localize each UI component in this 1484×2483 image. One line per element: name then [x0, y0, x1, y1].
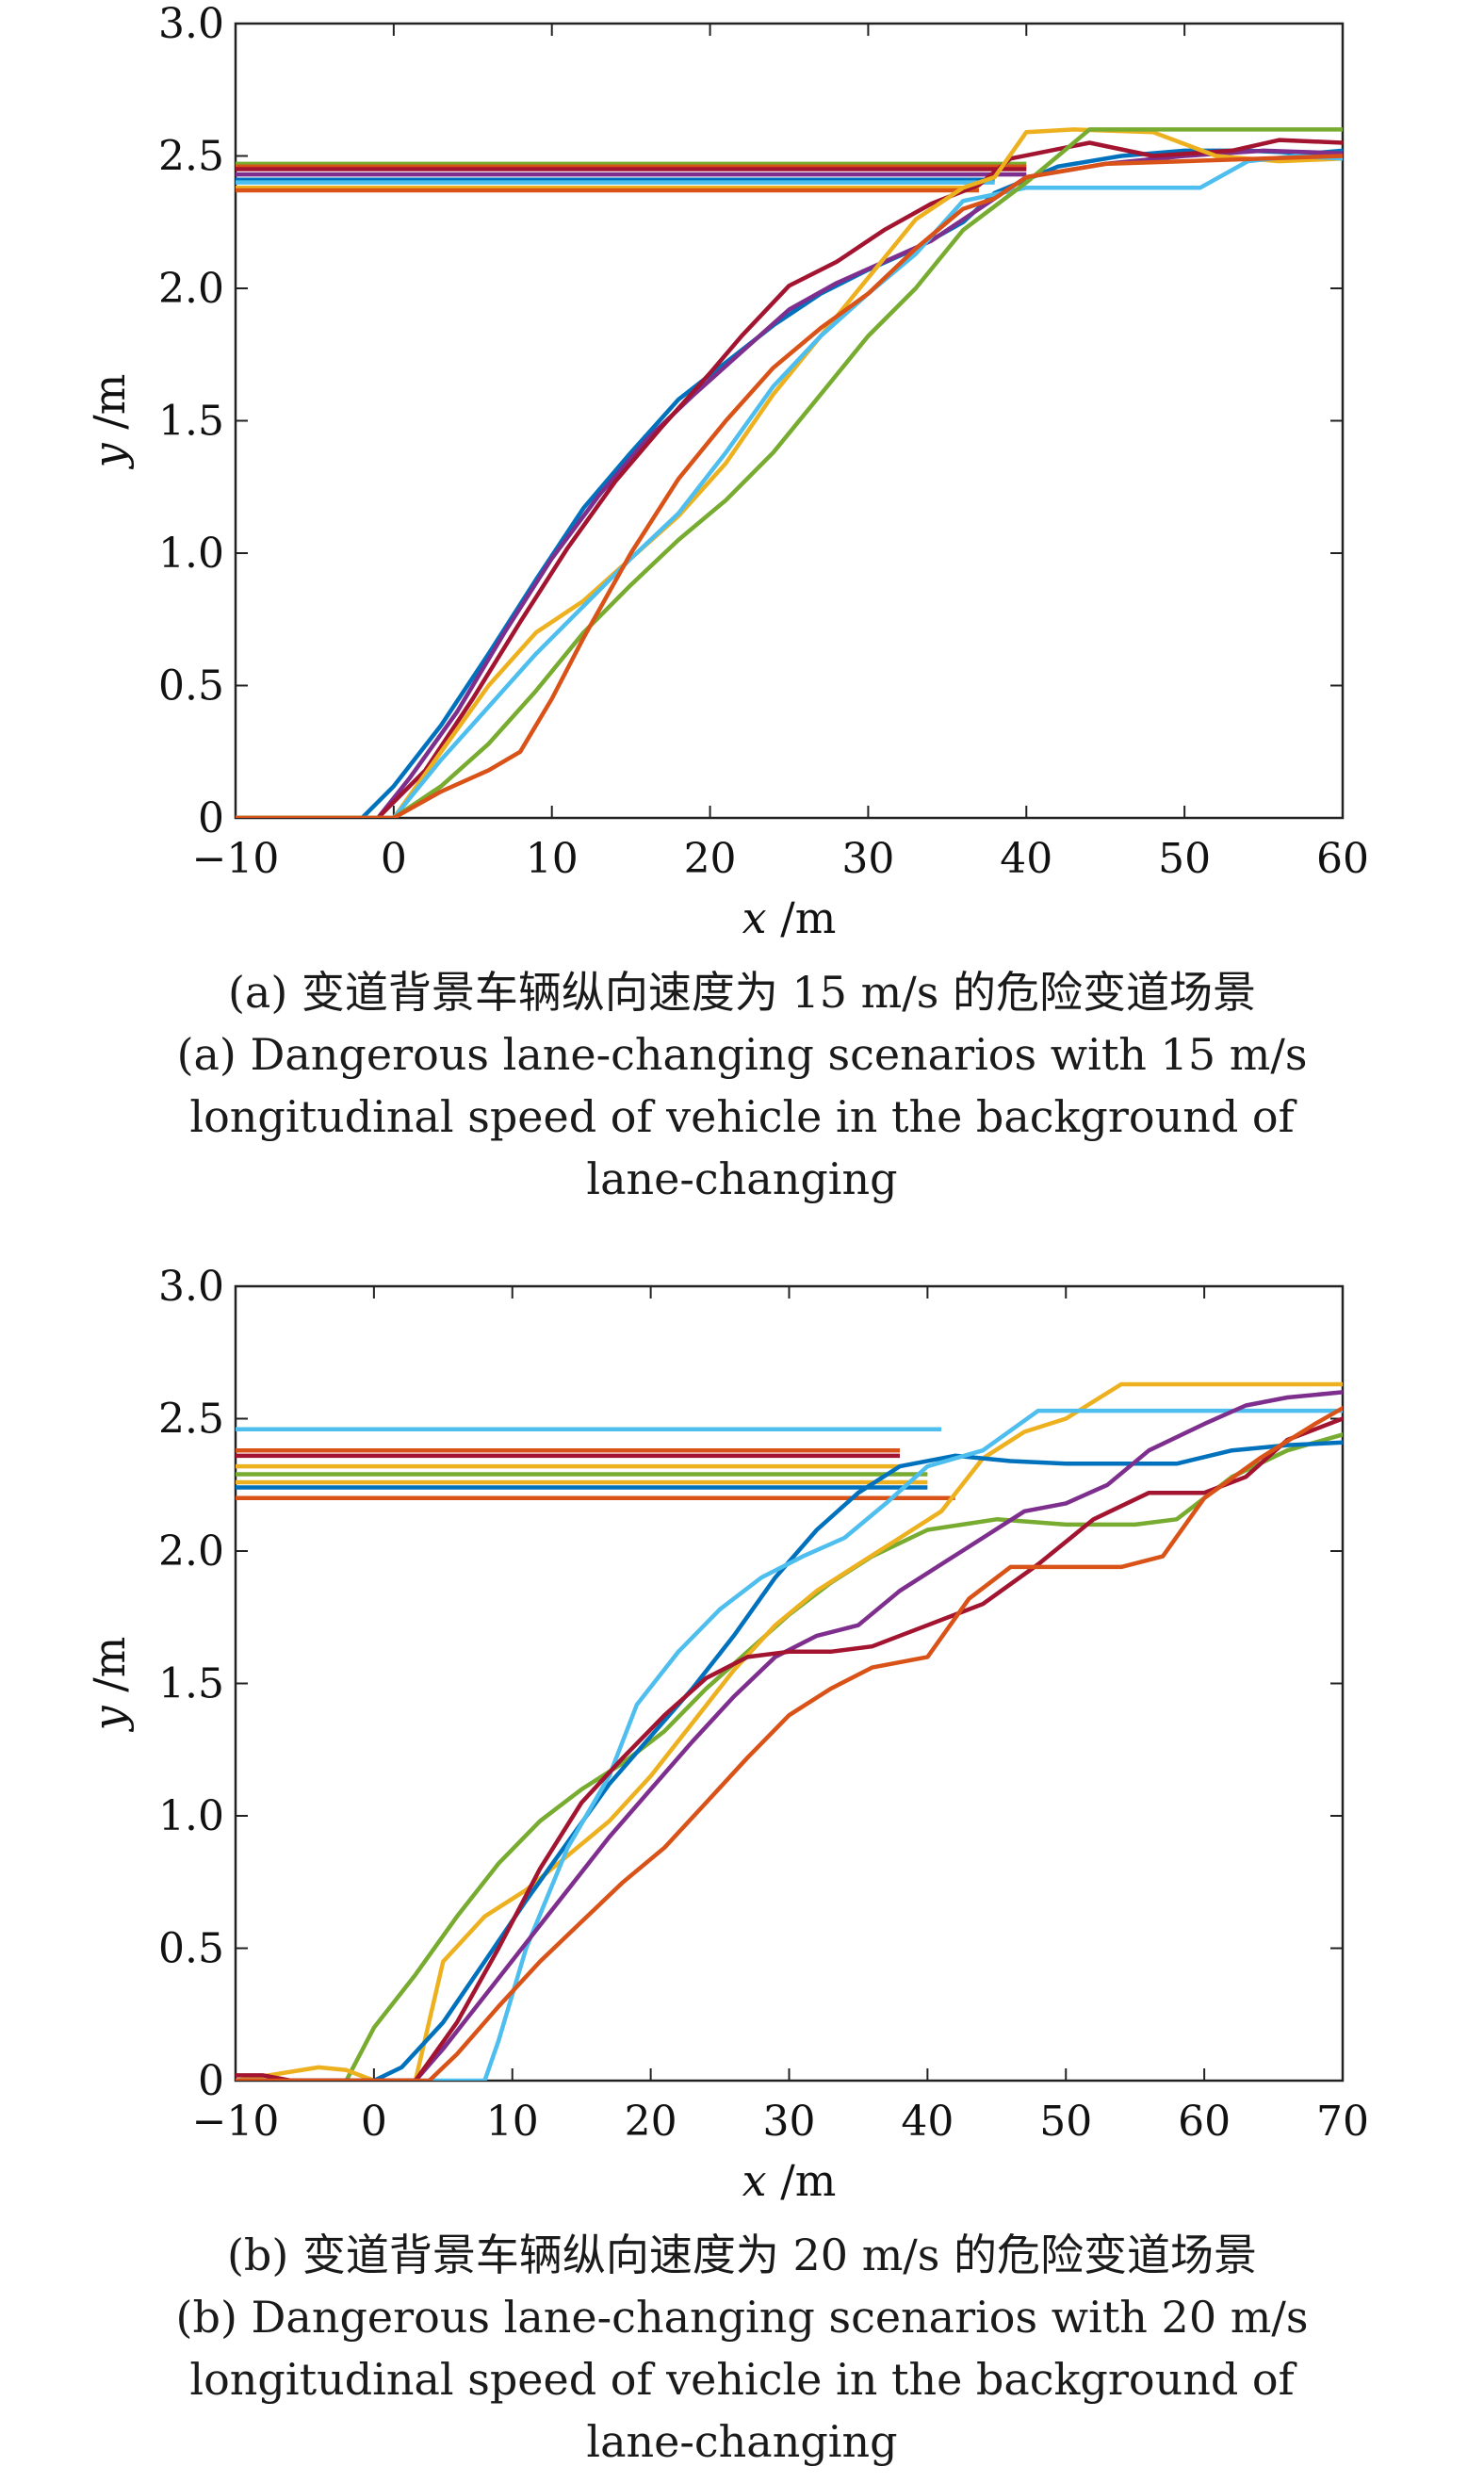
- x-axis-label-a: x /m: [742, 892, 837, 943]
- caption-b: (b) 变道背景车辆纵向速度为 20 m/s 的危险变道场景 (b) Dange…: [0, 2224, 1484, 2473]
- y-tick-label-a: 3.0: [158, 0, 224, 48]
- x-tick-label-b: 70: [1316, 2098, 1369, 2146]
- y-tick-label-b: 0: [198, 2057, 224, 2105]
- x-tick-label-b: 30: [763, 2098, 816, 2146]
- caption-b-english-line-3: lane-changing: [586, 2416, 898, 2467]
- y-tick-label-a: 2.0: [158, 265, 224, 313]
- x-tick-label-b: 0: [361, 2098, 387, 2146]
- x-tick-label-b: 40: [901, 2098, 954, 2146]
- y-tick-label-a: 2.5: [158, 133, 224, 181]
- y-tick-label-b: 0.5: [158, 1925, 224, 1973]
- trajectory-b-4: [236, 1408, 1343, 2081]
- trajectory-b-5: [236, 1390, 1343, 2081]
- caption-a-chinese: (a) 变道背景车辆纵向速度为 15 m/s 的危险变道场景: [227, 967, 1257, 1018]
- trajectory-a-2: [236, 148, 1343, 818]
- caption-b-english-line-2: longitudinal speed of vehicle in the bac…: [189, 2354, 1295, 2405]
- y-tick-label-b: 2.0: [158, 1527, 224, 1576]
- caption-b-chinese: (b) 变道背景车辆纵向速度为 20 m/s 的危险变道场景: [226, 2230, 1258, 2280]
- x-tick-label-a: 30: [841, 835, 894, 883]
- x-tick-label-b: 10: [486, 2098, 539, 2146]
- x-tick-label-b: 20: [625, 2098, 677, 2146]
- x-tick-label-a: 20: [684, 835, 737, 883]
- trajectory-b-3: [236, 1440, 1343, 2081]
- caption-a-english-line-1: (a) Dangerous lane-changing scenarios wi…: [176, 1029, 1308, 1080]
- caption-b-english-line-1: (b) Dangerous lane-changing scenarios wi…: [175, 2292, 1309, 2343]
- plot-frame-b: [234, 1284, 1345, 2083]
- trajectory-b-2: [236, 1381, 1343, 2081]
- y-tick-label-a: 0: [198, 794, 224, 842]
- x-tick-label-a: −10: [192, 835, 280, 883]
- trajectory-a-1: [236, 148, 1343, 818]
- y-tick-label-a: 1.5: [158, 398, 224, 446]
- x-tick-label-b: −10: [192, 2098, 280, 2146]
- y-tick-label-b: 1.5: [158, 1660, 224, 1708]
- trajectory-b-6: [236, 1416, 1343, 2081]
- x-tick-label-a: 0: [381, 835, 407, 883]
- caption-a: (a) 变道背景车辆纵向速度为 15 m/s 的危险变道场景 (a) Dange…: [0, 961, 1484, 1210]
- trajectory-a-4: [236, 127, 1343, 818]
- trajectory-a-6: [236, 127, 1343, 818]
- y-tick-label-b: 2.5: [158, 1396, 224, 1444]
- y-tick-label-a: 1.0: [158, 530, 224, 578]
- x-tick-label-a: 40: [1000, 835, 1052, 883]
- x-tick-label-a: 10: [526, 835, 579, 883]
- y-tick-label-b: 1.0: [158, 1792, 224, 1840]
- x-tick-label-a: 60: [1316, 835, 1369, 883]
- trajectory-b-7: [236, 1406, 1343, 2081]
- caption-a-english-line-2: longitudinal speed of vehicle in the bac…: [189, 1091, 1295, 1142]
- trajectory-a-5: [236, 154, 1343, 818]
- trajectory-a-7: [236, 154, 1343, 818]
- y-axis-label-a: y /m: [84, 374, 135, 470]
- x-axis-label-b: x /m: [742, 2155, 837, 2206]
- caption-a-english-line-3: lane-changing: [586, 1153, 898, 1204]
- x-tick-label-b: 60: [1178, 2098, 1231, 2146]
- trajectory-b-1: [236, 1432, 1343, 2081]
- x-tick-label-b: 50: [1039, 2098, 1092, 2146]
- trajectory-a-3: [236, 138, 1343, 818]
- y-tick-label-a: 0.5: [158, 662, 224, 711]
- x-tick-label-a: 50: [1158, 835, 1211, 883]
- y-axis-label-b: y /m: [84, 1637, 135, 1733]
- y-tick-label-b: 3.0: [158, 1263, 224, 1311]
